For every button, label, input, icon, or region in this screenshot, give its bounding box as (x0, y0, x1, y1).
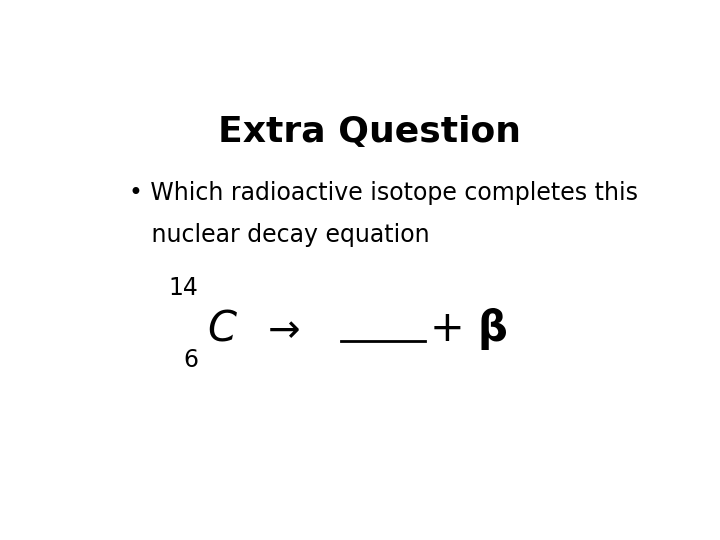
Text: $\it{C}$: $\it{C}$ (207, 308, 238, 350)
Text: 6: 6 (184, 348, 199, 372)
Text: Extra Question: Extra Question (217, 114, 521, 148)
Text: • Which radioactive isotope completes this: • Which radioactive isotope completes th… (129, 181, 638, 205)
Text: 14: 14 (169, 276, 199, 300)
Text: $\rightarrow$: $\rightarrow$ (260, 310, 300, 348)
Text: nuclear decay equation: nuclear decay equation (129, 223, 430, 247)
Text: $\mathbf{\beta}$: $\mathbf{\beta}$ (477, 306, 507, 352)
Text: +: + (430, 308, 464, 350)
